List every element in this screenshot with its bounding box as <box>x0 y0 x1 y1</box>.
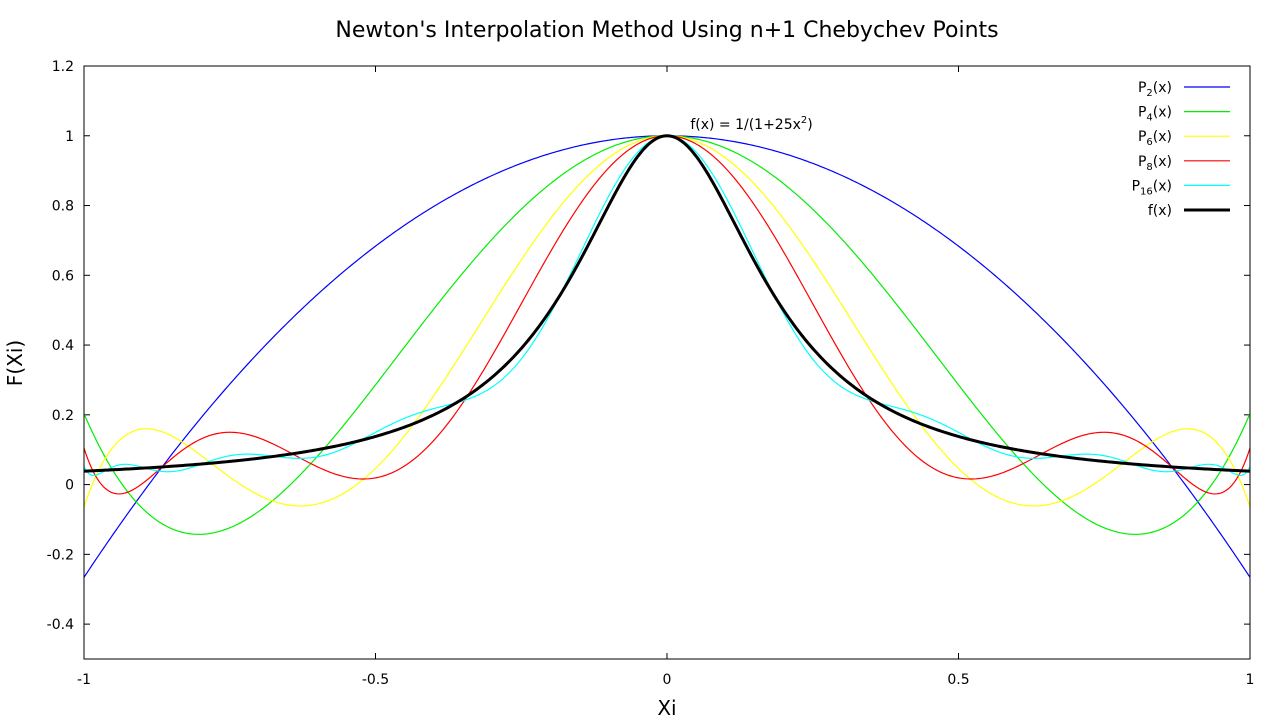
legend-label: P16(x) <box>1132 178 1172 197</box>
series-p6-line <box>84 135 1250 507</box>
legend-label: P8(x) <box>1138 154 1172 173</box>
y-tick-label: -0.4 <box>47 617 74 633</box>
y-tick-label: 1 <box>65 129 74 145</box>
x-tick-label: -1 <box>77 672 91 688</box>
legend-entry: f(x) <box>1148 203 1230 219</box>
legend-label: f(x) <box>1148 203 1172 219</box>
y-tick-label: 0.6 <box>52 268 74 284</box>
legend-entry: P2(x) <box>1138 80 1230 99</box>
y-tick-label: 0.4 <box>52 338 74 354</box>
y-tick-label: 0 <box>65 478 74 494</box>
legend-entry: P8(x) <box>1138 154 1230 173</box>
legend-entry: P4(x) <box>1138 105 1230 124</box>
annotation-function: f(x) = 1/(1+25x2) <box>690 115 812 133</box>
x-tick-label: 1 <box>1246 672 1255 688</box>
y-tick-label: 0.2 <box>52 408 74 424</box>
legend-label: P6(x) <box>1138 129 1172 148</box>
series-p4-line <box>84 135 1250 535</box>
legend-label: P4(x) <box>1138 105 1172 124</box>
x-tick-label: 0.5 <box>947 672 969 688</box>
x-axis-label: Xi <box>657 696 676 720</box>
x-tick-label: -0.5 <box>362 672 389 688</box>
plot-frame <box>83 65 1251 660</box>
y-tick-label: 0.8 <box>52 199 74 215</box>
legend-entry: P6(x) <box>1138 129 1230 148</box>
series-p16-line <box>84 135 1250 476</box>
legend: P2(x) P4(x) P6(x) P8(x) P16(x) f(x) <box>1132 80 1230 219</box>
series-p8-line <box>84 135 1250 495</box>
series-f-line <box>84 134 1250 473</box>
x-tick-label: 0 <box>663 672 672 688</box>
y-axis-label: F(Xi) <box>3 340 27 386</box>
y-tick-label: -0.2 <box>47 547 74 563</box>
series-layer <box>84 134 1250 578</box>
ticks-layer: -1 -0.5 0 0.5 1 -0.4 -0.2 0 0.2 0.4 0.6 0.8 1 1.2 <box>47 59 1255 688</box>
chart-title: Newton's Interpolation Method Using n+1 … <box>335 18 998 43</box>
legend-entry: P16(x) <box>1132 178 1230 197</box>
legend-label: P2(x) <box>1138 80 1172 99</box>
y-tick-label: 1.2 <box>52 59 74 75</box>
